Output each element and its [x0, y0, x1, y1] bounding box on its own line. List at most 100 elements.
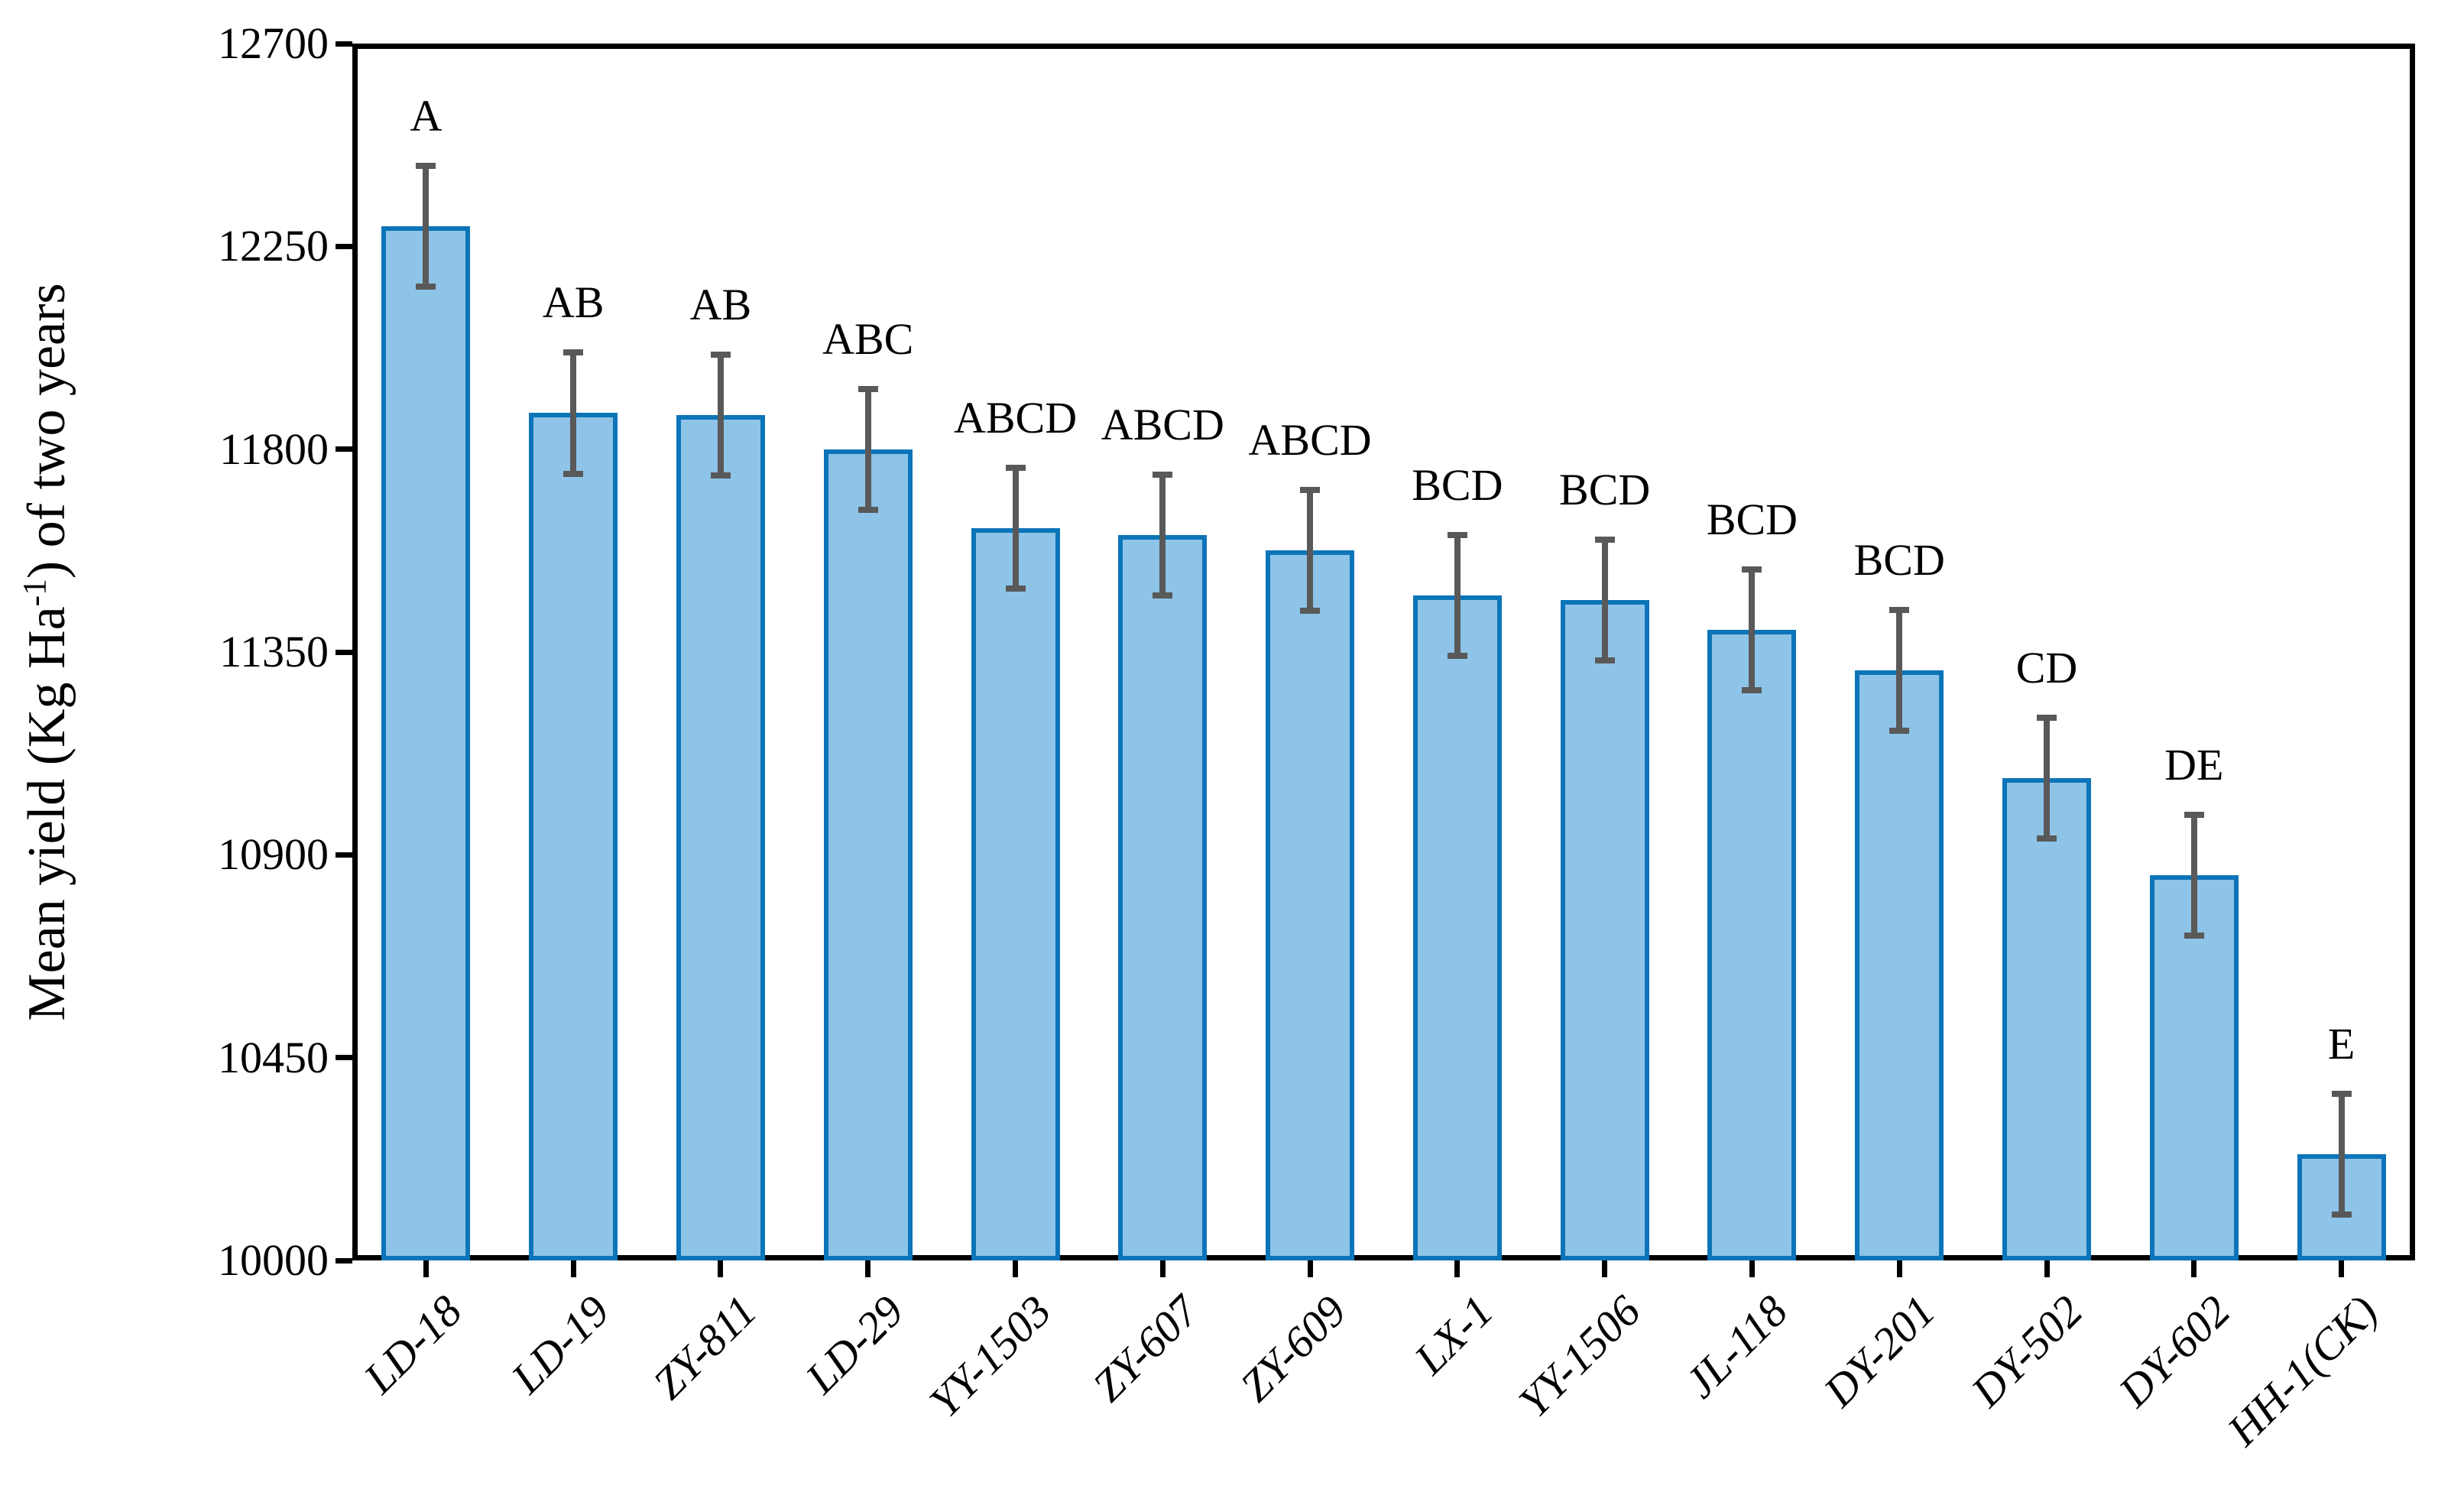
bar [676, 415, 765, 1260]
error-bar [1749, 569, 1756, 690]
x-axis-category-label: ZY-811 [643, 1286, 767, 1409]
y-axis-tick-label: 10450 [218, 1032, 329, 1082]
x-axis-tick [865, 1260, 871, 1277]
significance-letter: ABCD [1248, 415, 1372, 466]
x-axis-tick [570, 1260, 576, 1277]
error-bar-cap-top [710, 352, 731, 358]
error-bar [1601, 540, 1608, 661]
x-axis-tick [423, 1260, 429, 1277]
error-bar-cap-bottom [1889, 727, 1910, 734]
error-bar [1159, 474, 1166, 595]
x-axis-category-label: DY-502 [1961, 1286, 2093, 1416]
error-bar-cap-bottom [563, 470, 584, 477]
significance-letter: BCD [1412, 460, 1503, 511]
y-axis-title-prefix: Mean yield (Kg Ha [18, 606, 76, 1021]
x-axis-tick [718, 1260, 724, 1277]
x-axis-category-label: LD-18 [354, 1286, 472, 1403]
significance-letter: BCD [1559, 465, 1651, 515]
error-bar [717, 355, 724, 476]
y-axis-tick [336, 41, 352, 47]
y-axis-tick [336, 1257, 352, 1264]
x-axis-tick [1013, 1260, 1019, 1277]
error-bar-cap-bottom [416, 283, 436, 290]
significance-letter: A [410, 90, 443, 141]
error-bar [864, 388, 871, 510]
error-bar-cap-bottom [1447, 653, 1467, 660]
x-axis-category-label: YY-1503 [919, 1286, 1061, 1427]
bar [1855, 670, 1944, 1260]
x-axis-category-label: YY-1506 [1509, 1286, 1650, 1427]
error-bar [1012, 467, 1019, 589]
error-bar-cap-top [416, 162, 436, 169]
error-bar-cap-bottom [2037, 835, 2057, 842]
x-axis-tick [1896, 1260, 1902, 1277]
error-bar [1307, 490, 1314, 611]
bar [2149, 874, 2239, 1260]
significance-letter: BCD [1706, 494, 1798, 544]
significance-letter: DE [2164, 739, 2224, 790]
error-bar-cap-bottom [2184, 932, 2204, 939]
bar [1412, 595, 1502, 1260]
x-axis-tick [1749, 1260, 1755, 1277]
x-axis-category-label: DY-602 [2109, 1286, 2239, 1416]
x-axis-category-label: ZY-607 [1082, 1286, 1208, 1411]
bar [1560, 600, 1649, 1260]
error-bar-cap-bottom [1005, 585, 1026, 592]
error-bar-cap-top [858, 385, 878, 392]
error-bar-cap-bottom [1153, 592, 1173, 599]
x-axis-tick [2044, 1260, 2050, 1277]
y-axis-tick [336, 1055, 352, 1061]
bar [381, 225, 471, 1260]
error-bar [1896, 609, 1903, 731]
x-axis-tick [1454, 1260, 1461, 1277]
x-axis-tick [1307, 1260, 1313, 1277]
bar [1266, 550, 1355, 1260]
x-axis-category-label: LD-29 [796, 1286, 913, 1403]
y-axis-tick-label: 11350 [219, 627, 329, 676]
y-axis-tick-label: 10000 [218, 1235, 329, 1285]
error-bar-cap-bottom [1300, 608, 1321, 615]
x-axis-category-label: JL-118 [1675, 1286, 1798, 1408]
error-bar-cap-top [2184, 811, 2204, 818]
significance-letter: AB [542, 277, 605, 328]
significance-letter: CD [2015, 643, 2078, 693]
error-bar-cap-top [2037, 715, 2057, 722]
error-bar [2044, 718, 2051, 839]
error-bar-cap-bottom [1594, 657, 1615, 664]
x-axis-category-label: LD-19 [501, 1286, 619, 1403]
y-axis-title: Mean yield (Kg Ha-1) of two years [17, 283, 76, 1021]
error-bar-cap-top [1742, 566, 1762, 573]
y-axis-tick-label: 12700 [218, 18, 329, 68]
x-axis-tick [1159, 1260, 1166, 1277]
error-bar [2338, 1094, 2345, 1215]
error-bar-cap-bottom [1742, 686, 1762, 693]
significance-letter: ABCD [1101, 399, 1224, 449]
error-bar-cap-bottom [710, 472, 731, 479]
error-bar-cap-top [1594, 537, 1615, 543]
error-bar [423, 165, 430, 287]
x-axis-category-label: DY-201 [1814, 1286, 1945, 1416]
error-bar [1454, 535, 1461, 657]
error-bar [2190, 814, 2197, 936]
x-axis-category-label: HH-1(CK) [2217, 1286, 2387, 1455]
error-bar-cap-top [563, 349, 584, 356]
bar [529, 413, 618, 1260]
bar [823, 449, 913, 1260]
error-bar-cap-top [1447, 532, 1467, 539]
bar [2002, 778, 2092, 1260]
significance-letter: BCD [1853, 534, 1945, 585]
y-axis-title-superscript: -1 [16, 579, 53, 607]
error-bar-cap-top [2331, 1091, 2352, 1098]
error-bar [570, 352, 577, 474]
bar [1118, 534, 1208, 1260]
significance-letter: ABCD [953, 392, 1078, 443]
bar [1707, 629, 1797, 1260]
x-axis-category-label: ZY-609 [1230, 1286, 1356, 1411]
significance-letter: ABC [822, 313, 914, 364]
y-axis-tick [336, 446, 352, 453]
error-bar-cap-top [1153, 471, 1173, 478]
x-axis-tick [2191, 1260, 2197, 1277]
error-bar-cap-bottom [2331, 1212, 2352, 1218]
x-axis-category-label: LX-1 [1405, 1286, 1503, 1384]
error-bar-cap-top [1005, 464, 1026, 471]
